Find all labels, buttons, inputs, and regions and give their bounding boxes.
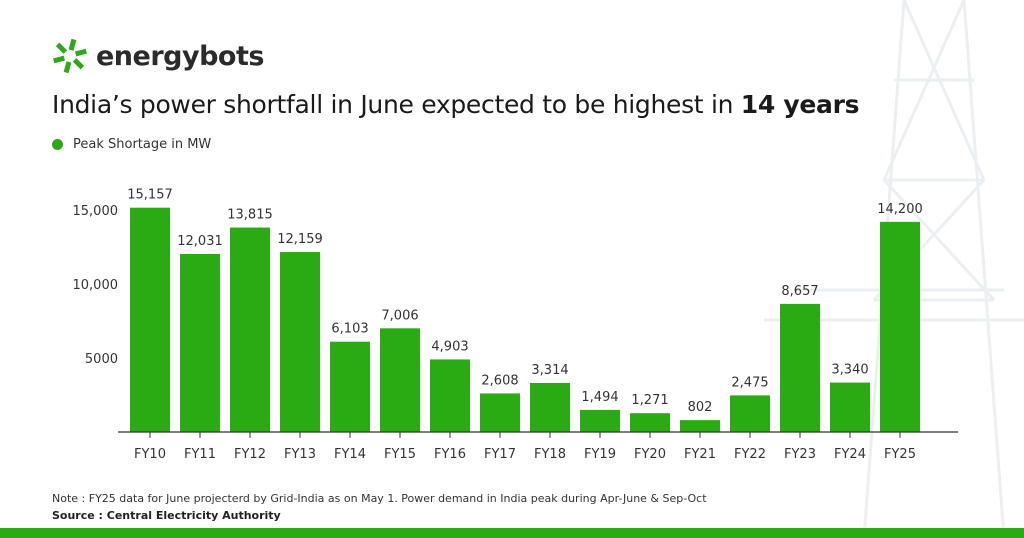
bar-FY10: [130, 207, 170, 432]
legend-label: Peak Shortage in MW: [73, 137, 212, 152]
bar-FY13: [280, 252, 320, 432]
bar-FY22: [730, 395, 770, 432]
bar-FY15: [380, 328, 420, 432]
data-label: 7,006: [381, 308, 418, 323]
bar-FY21: [680, 420, 720, 432]
data-label: 1,494: [581, 390, 618, 405]
x-tick-label: FY23: [784, 447, 816, 462]
x-tick-label: FY22: [734, 447, 766, 462]
data-label: 3,314: [531, 363, 568, 378]
data-label: 1,271: [631, 393, 668, 408]
bar-FY25: [880, 221, 920, 432]
y-tick-label: 15,000: [73, 204, 119, 219]
chart-title: India’s power shortfall in June expected…: [52, 90, 860, 119]
x-tick-label: FY11: [184, 447, 216, 462]
source-note: Source : Central Electricity Authority: [52, 509, 281, 522]
y-tick-label: 10,000: [73, 278, 119, 293]
x-tick-label: FY15: [384, 447, 416, 462]
x-tick-label: FY12: [234, 447, 266, 462]
bar-FY12: [230, 227, 270, 432]
x-tick-label: FY19: [584, 447, 616, 462]
x-tick-label: FY13: [284, 447, 316, 462]
data-label: 12,031: [177, 234, 223, 249]
brand-logo: energybots: [52, 38, 264, 74]
energybots-logo-icon: [53, 38, 87, 74]
data-label: 8,657: [781, 284, 818, 299]
x-tick-label: FY16: [434, 447, 466, 462]
data-label: 12,159: [277, 232, 323, 247]
bar-FY20: [630, 413, 670, 432]
data-label: 6,103: [331, 322, 368, 337]
title-text: India’s power shortfall in June expected…: [52, 90, 741, 119]
bar-FY19: [580, 409, 620, 432]
brand-name: energybots: [96, 40, 264, 72]
bar-FY23: [780, 303, 820, 432]
data-label: 2,608: [481, 373, 518, 388]
x-tick-label: FY25: [884, 447, 916, 462]
bar-FY18: [530, 382, 570, 432]
data-label: 802: [688, 400, 713, 415]
data-label: 14,200: [877, 202, 923, 217]
legend-swatch: [52, 139, 63, 150]
data-label: 3,340: [831, 363, 868, 378]
x-tick-label: FY14: [334, 447, 366, 462]
data-label: 13,815: [227, 208, 273, 223]
data-label: 2,475: [731, 375, 768, 390]
bar-FY14: [330, 341, 370, 432]
x-tick-label: FY20: [634, 447, 666, 462]
data-label: 4,903: [431, 339, 468, 354]
title-emphasis: 14 years: [740, 90, 860, 119]
x-tick-label: FY10: [134, 447, 166, 462]
bar-FY17: [480, 393, 520, 432]
bar-FY11: [180, 253, 220, 432]
x-tick-label: FY24: [834, 447, 866, 462]
bar-FY24: [830, 382, 870, 432]
y-tick-label: 5000: [85, 352, 118, 367]
bottom-accent-bar: [0, 528, 1024, 538]
x-tick-label: FY21: [684, 447, 716, 462]
x-tick-label: FY17: [484, 447, 516, 462]
footnote: Note : FY25 data for June projecterd by …: [52, 492, 707, 505]
legend: Peak Shortage in MW: [52, 137, 211, 152]
x-tick-label: FY18: [534, 447, 566, 462]
data-label: 15,157: [127, 188, 173, 203]
bar-FY16: [430, 359, 470, 432]
